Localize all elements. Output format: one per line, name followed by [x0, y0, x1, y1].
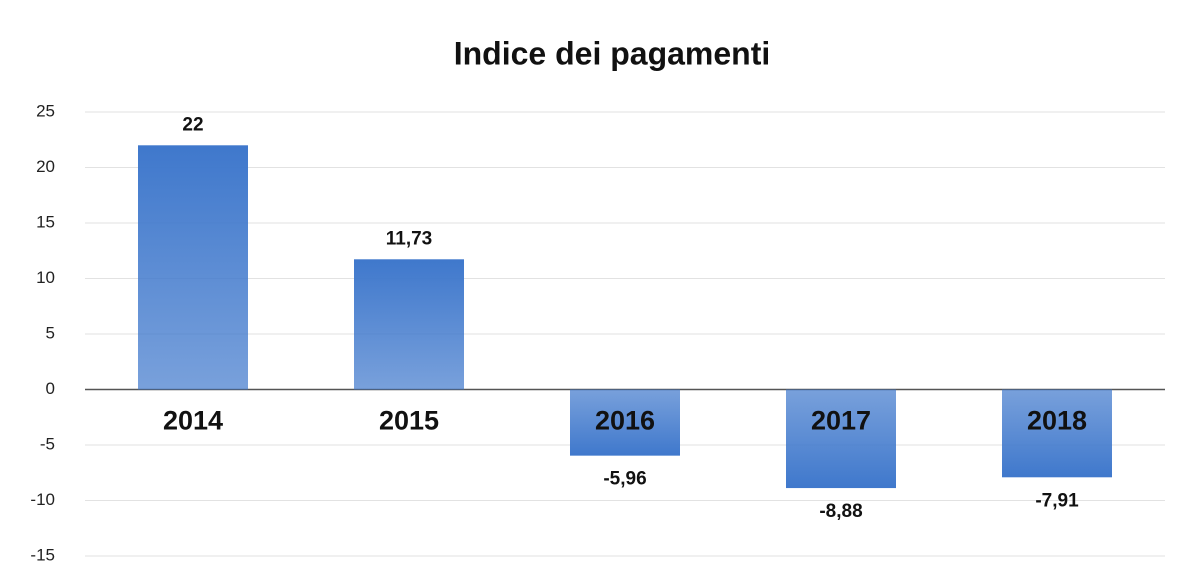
y-tick-label: -15 [30, 545, 55, 563]
value-label: -5,96 [603, 469, 646, 490]
bar [354, 259, 464, 390]
y-tick-label: 10 [36, 268, 55, 287]
value-label: -7,91 [1035, 490, 1079, 511]
bar [786, 389, 896, 489]
y-tick-label: 0 [46, 379, 55, 398]
value-label: -8,88 [819, 501, 862, 522]
chart-title: Indice dei pagamenti [454, 35, 771, 71]
x-tick-label: 2016 [595, 406, 655, 436]
y-tick-label: 25 [36, 101, 55, 120]
value-label: 11,73 [386, 228, 433, 249]
bar [138, 145, 248, 390]
x-tick-label: 2014 [163, 406, 223, 436]
y-tick-label: -5 [40, 434, 55, 453]
x-tick-label: 2017 [811, 406, 871, 436]
x-tick-label: 2015 [379, 406, 439, 436]
bar [1002, 389, 1112, 478]
bar [570, 389, 680, 456]
y-tick-label: -10 [30, 490, 55, 509]
x-tick-label: 2018 [1027, 406, 1087, 436]
y-tick-label: 5 [46, 323, 55, 342]
value-label: 22 [182, 114, 203, 135]
y-tick-label: 20 [36, 157, 55, 176]
y-tick-label: 15 [36, 212, 55, 231]
